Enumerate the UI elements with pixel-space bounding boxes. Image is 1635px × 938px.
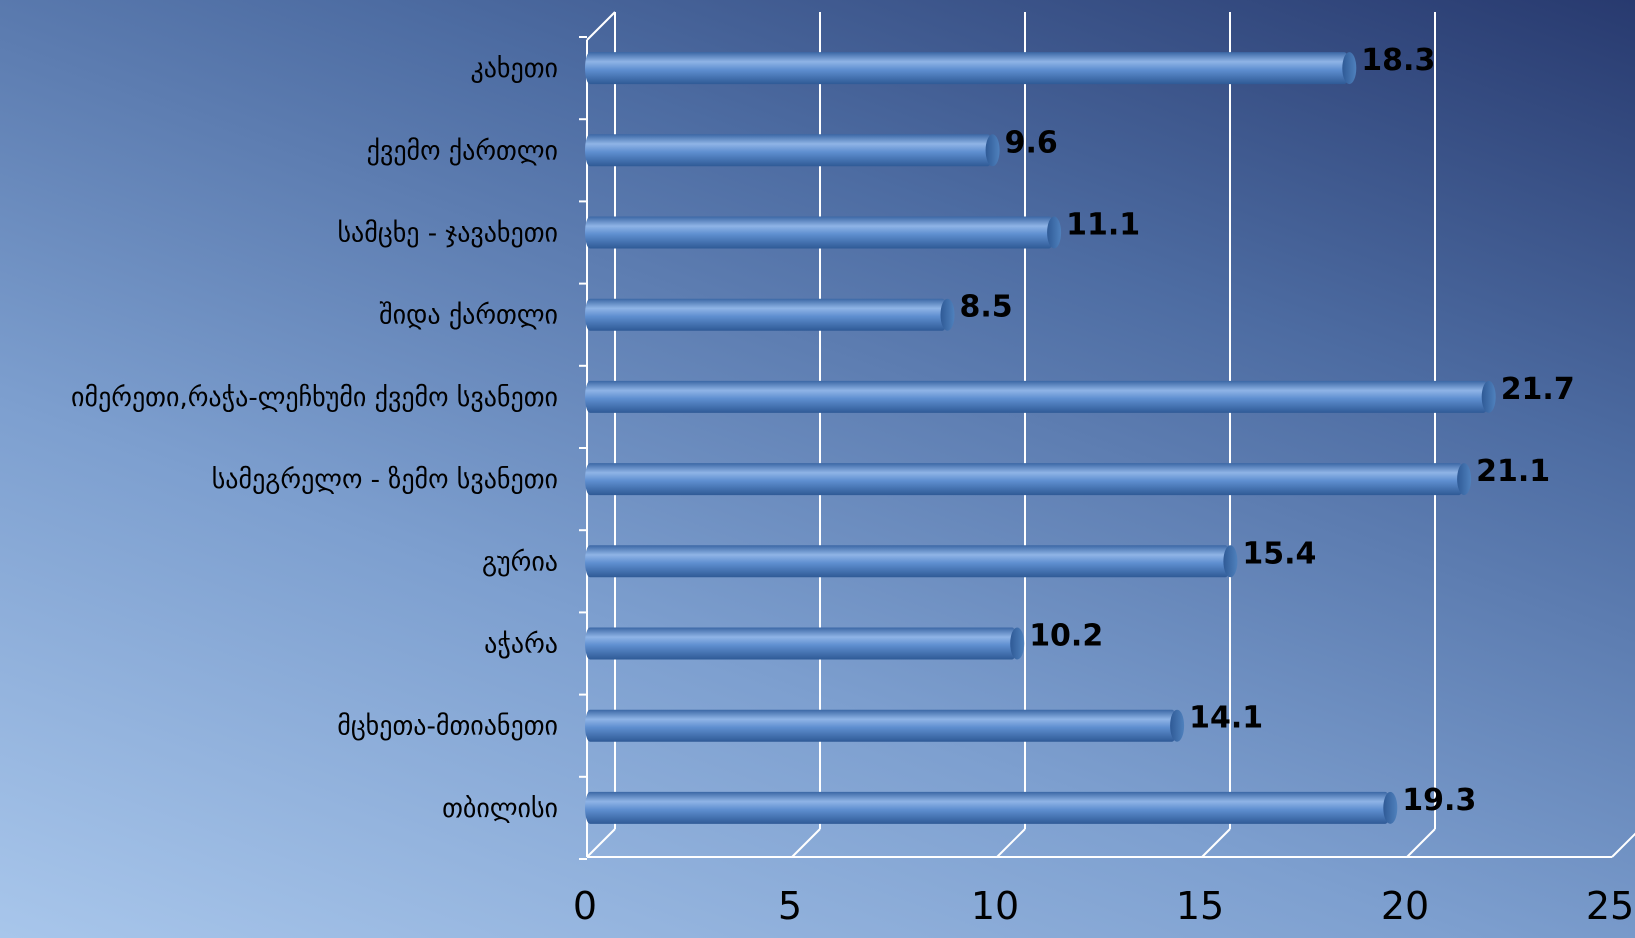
x-tick-label: 20	[1381, 884, 1429, 928]
x-tick-label: 25	[1586, 884, 1634, 928]
bar-body	[585, 380, 1489, 413]
category-label: იმერეთი,რაჭა-ლეჩხუმი ქვემო სვანეთი	[71, 383, 558, 413]
bar-cap	[1010, 627, 1025, 660]
data-label: 11.1	[1066, 208, 1140, 243]
category-label: თბილისი	[442, 794, 558, 824]
data-label: 14.1	[1189, 701, 1263, 736]
bar	[585, 380, 1496, 413]
y-axis-top-edge	[586, 11, 616, 41]
floor-gridline-25	[1611, 832, 1635, 858]
data-label: 21.7	[1501, 372, 1575, 407]
category-label: აჭარა	[484, 630, 558, 660]
data-label: 9.6	[1005, 125, 1058, 160]
bar-cap	[1223, 545, 1238, 578]
bar-cap	[1170, 709, 1185, 742]
category-label: სამცხე - ჯავახეთი	[337, 219, 558, 249]
bar-cap	[940, 298, 955, 331]
data-label: 8.5	[960, 290, 1013, 325]
data-label: 18.3	[1361, 43, 1435, 78]
bar-body	[585, 545, 1231, 578]
bar-body	[585, 627, 1018, 660]
x-tick-label: 15	[1176, 884, 1224, 928]
bar	[585, 134, 1000, 167]
x-tick-label: 5	[778, 884, 802, 928]
labels-layer: კახეთი 18.3 ქვემო ქართლი 9.6 სამცხე - ჯავახე…	[71, 43, 1634, 928]
bar-cap	[1457, 463, 1472, 496]
category-label: სამეგრელო - ზემო სვანეთი	[212, 465, 558, 495]
bar-body	[585, 463, 1465, 496]
bar-cap	[985, 134, 1000, 167]
data-label: 21.1	[1476, 454, 1550, 489]
bar	[585, 545, 1238, 578]
bar-body	[585, 216, 1055, 249]
bar	[585, 298, 955, 331]
floor-gridline-5	[791, 828, 821, 858]
bar	[585, 216, 1062, 249]
bar	[585, 791, 1398, 824]
floor-gridline-15	[1201, 828, 1231, 858]
category-label: გურია	[482, 547, 558, 577]
category-label: ქვემო ქართლი	[367, 136, 558, 166]
data-label: 15.4	[1242, 536, 1316, 571]
bar-cap	[1481, 380, 1496, 413]
bar-body	[585, 709, 1178, 742]
bar-cap	[1342, 52, 1357, 85]
floor-gridline-20	[1406, 828, 1436, 858]
x-tick-label: 10	[971, 884, 1019, 928]
bar	[585, 52, 1357, 85]
bar-body	[585, 298, 948, 331]
bar	[585, 463, 1472, 496]
floor-gridline-10	[996, 828, 1026, 858]
bar-body	[585, 52, 1350, 85]
bar-cap	[1383, 791, 1398, 824]
bar-body	[585, 791, 1391, 824]
x-tick-label: 0	[573, 884, 597, 928]
bars-layer	[585, 52, 1496, 824]
bar	[585, 627, 1025, 660]
category-label: შიდა ქართლი	[379, 301, 558, 331]
category-label: კახეთი	[470, 54, 558, 84]
category-label: მცხეთა-მთიანეთი	[337, 712, 558, 742]
floor-gridline-0	[586, 828, 616, 858]
data-label: 19.3	[1402, 783, 1476, 818]
bar-body	[585, 134, 993, 167]
bar-cap	[1047, 216, 1062, 249]
bar	[585, 709, 1185, 742]
data-label: 10.2	[1029, 619, 1103, 654]
